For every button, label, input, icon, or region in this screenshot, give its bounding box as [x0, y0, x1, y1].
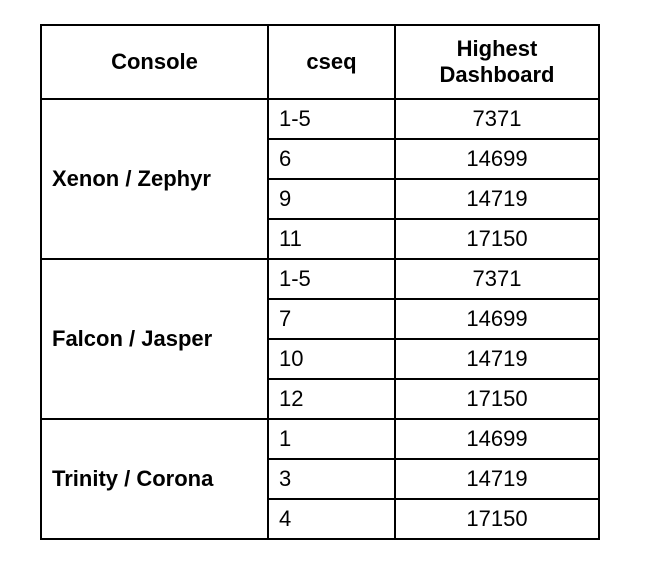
cseq-cell: 12 — [268, 379, 395, 419]
console-cell: Falcon / Jasper — [41, 259, 268, 419]
dash-cell: 14719 — [395, 339, 599, 379]
dash-cell: 17150 — [395, 499, 599, 539]
table-row: Falcon / Jasper 1-5 7371 — [41, 259, 599, 299]
cseq-cell: 1-5 — [268, 259, 395, 299]
dash-cell: 14719 — [395, 179, 599, 219]
cseq-cell: 11 — [268, 219, 395, 259]
cseq-cell: 6 — [268, 139, 395, 179]
dashboard-table: Console cseq Highest Dashboard Xenon / Z… — [40, 24, 600, 540]
dash-cell: 14719 — [395, 459, 599, 499]
header-row: Console cseq Highest Dashboard — [41, 25, 599, 99]
dash-cell: 14699 — [395, 139, 599, 179]
dash-cell: 7371 — [395, 99, 599, 139]
col-highest-dashboard: Highest Dashboard — [395, 25, 599, 99]
cseq-cell: 7 — [268, 299, 395, 339]
dash-cell: 14699 — [395, 419, 599, 459]
cseq-cell: 9 — [268, 179, 395, 219]
cseq-cell: 1-5 — [268, 99, 395, 139]
console-cell: Xenon / Zephyr — [41, 99, 268, 259]
col-console: Console — [41, 25, 268, 99]
cseq-cell: 4 — [268, 499, 395, 539]
col-cseq: cseq — [268, 25, 395, 99]
cseq-cell: 1 — [268, 419, 395, 459]
cseq-cell: 3 — [268, 459, 395, 499]
cseq-cell: 10 — [268, 339, 395, 379]
console-cell: Trinity / Corona — [41, 419, 268, 539]
dash-cell: 17150 — [395, 379, 599, 419]
table-row: Xenon / Zephyr 1-5 7371 — [41, 99, 599, 139]
dash-cell: 17150 — [395, 219, 599, 259]
dash-cell: 7371 — [395, 259, 599, 299]
dash-cell: 14699 — [395, 299, 599, 339]
table-row: Trinity / Corona 1 14699 — [41, 419, 599, 459]
